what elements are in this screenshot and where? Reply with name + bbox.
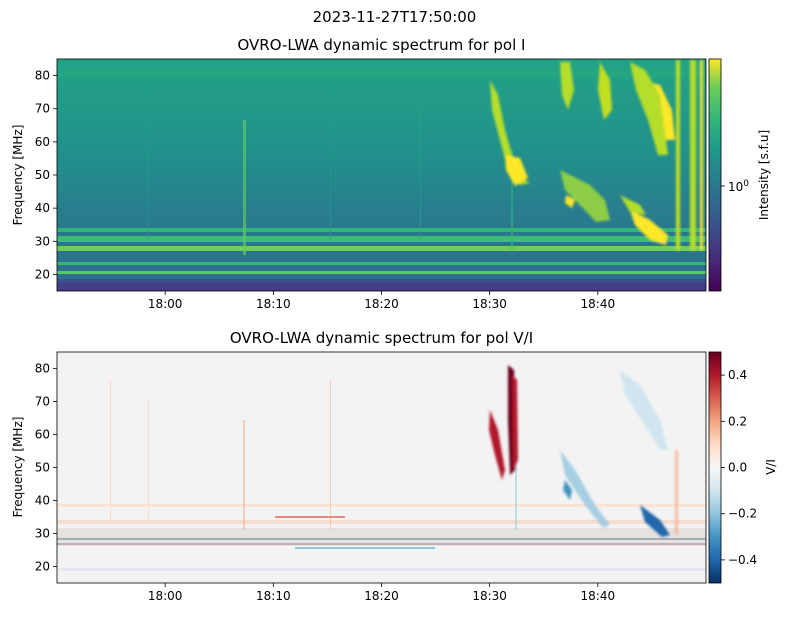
bottom-ytick-label: 40 [35,494,50,508]
bottom-colorbar-ticks: 0.4 0.2 0.0 −0.2 −0.4 [721,368,757,567]
bottom-ytick-label: 60 [35,428,50,442]
bottom-xtick-label: 18:40 [581,589,616,603]
top-ytick-label: 40 [35,201,50,215]
bottom-panel-title: OVRO-LWA dynamic spectrum for pol V/I [229,329,534,347]
top-ylabel: Frequency [MHz] [11,125,25,226]
bottom-colorbar-tick-label: −0.2 [728,507,757,521]
bottom-colorbar-tick-label: 0.2 [728,414,747,428]
bottom-colorbar-tick-label: 0.4 [728,368,747,382]
bottom-ytick-label: 70 [35,395,50,409]
bottom-ytick-label: 50 [35,461,50,475]
top-xtick-label: 18:10 [256,297,291,311]
top-ytick-label: 70 [35,102,50,116]
top-colorbar-label: Intensity [s.f.u] [757,130,771,220]
top-xtick-label: 18:00 [148,297,183,311]
bottom-colorbar-tick-label: −0.4 [728,553,757,567]
top-colorbar-tick: 100 [728,179,749,194]
top-colorbar: 100 [708,58,749,292]
top-xtick-label: 18:40 [581,297,616,311]
top-xtick-label: 18:30 [472,297,507,311]
bottom-colorbar-label: V/I [764,459,778,475]
bottom-xtick-label: 18:30 [472,589,507,603]
top-ytick-label: 50 [35,168,50,182]
bottom-ytick-label: 20 [35,560,50,574]
top-panel-title: OVRO-LWA dynamic spectrum for pol I [237,36,526,54]
bottom-colorbar-tick-label: 0.0 [728,461,747,475]
top-ytick-label: 80 [35,69,50,83]
axis-ticks: 18:00 18:10 18:20 18:30 18:40 20 30 40 50 60 70 80 1… [35,69,615,603]
bottom-xtick-label: 18:20 [364,589,399,603]
top-ytick-label: 20 [35,267,50,281]
bottom-spectrogram [57,352,706,583]
bottom-xtick-label: 18:00 [148,589,183,603]
bottom-colorbar [708,351,722,584]
figure-suptitle: 2023-11-27T17:50:00 [312,8,477,26]
top-xtick-label: 18:20 [364,297,399,311]
top-ytick-label: 60 [35,135,50,149]
bottom-ytick-label: 30 [35,527,50,541]
bottom-ylabel: Frequency [MHz] [11,417,25,518]
bottom-xtick-label: 18:10 [256,589,291,603]
top-ytick-label: 30 [35,234,50,248]
top-spectrogram [57,59,706,291]
bottom-ytick-label: 80 [35,362,50,376]
